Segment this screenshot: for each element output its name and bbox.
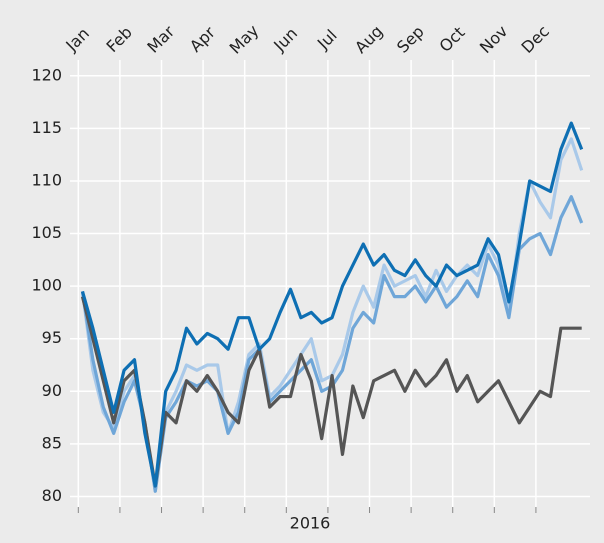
- y-tick-label: 95: [42, 328, 62, 347]
- x-axis-label: 2016: [290, 514, 331, 533]
- y-tick-label: 105: [31, 223, 62, 242]
- line-series: [80, 296, 582, 488]
- y-tick-label: 80: [42, 486, 62, 505]
- y-tick-label: 100: [31, 276, 62, 295]
- y-tick-label: 120: [31, 65, 62, 84]
- y-tick-label: 110: [31, 170, 62, 189]
- y-tick-label: 115: [31, 118, 62, 137]
- line-series: [80, 121, 584, 488]
- y-tick-label: 90: [42, 381, 62, 400]
- y-tick-label: 85: [42, 433, 62, 452]
